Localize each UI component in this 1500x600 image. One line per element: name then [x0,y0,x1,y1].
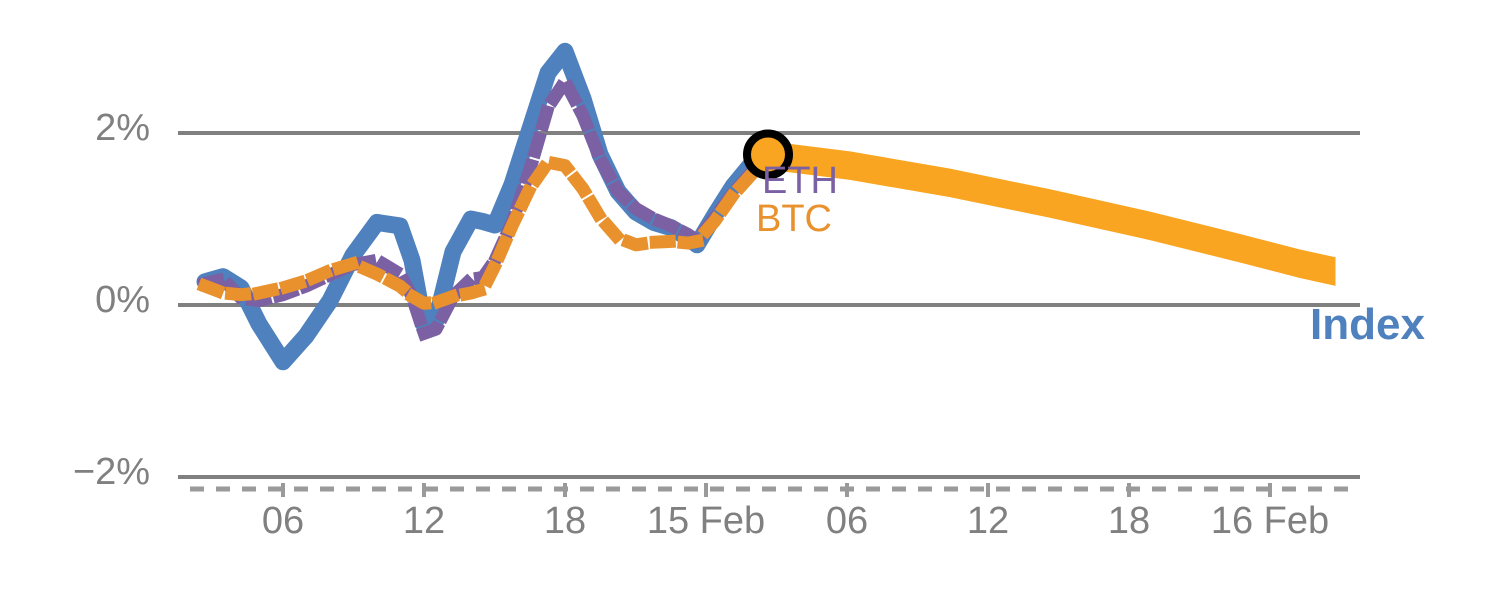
x-tick-label-7: 18 [1107,500,1151,542]
forecast-band [767,141,1336,286]
x-tick-label-6: 12 [966,500,1010,542]
x-tick-label-1: 06 [261,500,305,542]
y-tick-label-2pct: 2% [95,107,150,149]
current-value-marker[interactable] [743,129,793,180]
forecast-band-area [767,141,1336,286]
current-value-marker-dot[interactable] [743,129,793,180]
series-line-index [196,42,777,371]
series-line-eth [197,74,777,340]
series-label-eth: ETH [762,160,838,202]
series-lines [196,42,778,371]
x-tick-label-4: 15 Feb [646,500,766,542]
x-tick-label-3: 18 [543,500,587,542]
series-line-btc [196,154,778,310]
series-label-index: Index [1310,300,1425,349]
x-tick-label-5: 06 [825,500,869,542]
x-tick-label-8: 16 Feb [1210,500,1330,542]
y-tick-label-minus2pct: −2% [72,451,150,493]
x-axis-ticks [281,483,1272,497]
y-tick-label-0pct: 0% [95,279,150,321]
x-tick-label-2: 12 [402,500,446,542]
series-label-btc: BTC [756,198,832,240]
